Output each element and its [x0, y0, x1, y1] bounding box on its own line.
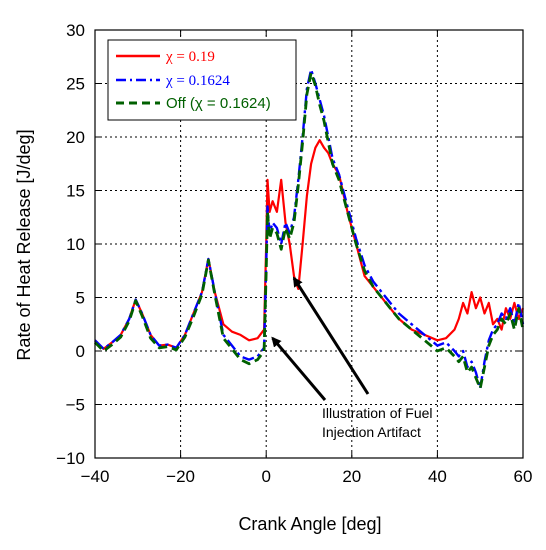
x-tick-label: 20 [342, 467, 361, 486]
y-tick-label: 20 [66, 128, 85, 147]
y-tick-label: 25 [66, 75, 85, 94]
y-tick-label: 15 [66, 182, 85, 201]
y-tick-label: −5 [66, 396, 85, 415]
legend-label-chi-019: χ = 0.19 [165, 49, 215, 65]
y-tick-label: 10 [66, 235, 85, 254]
annotation-line-1: Illustration of Fuel [322, 405, 433, 421]
x-tick-label: −40 [81, 467, 110, 486]
annotation: Illustration of Fuel Injection Artifact [271, 276, 433, 440]
x-axis-title: Crank Angle [deg] [238, 514, 381, 534]
y-tick-label: 30 [66, 21, 85, 40]
legend-label-chi-01624: χ = 0.1624 [165, 73, 230, 89]
y-tick-label: −10 [56, 449, 85, 468]
annotation-line-2: Injection Artifact [322, 424, 421, 440]
series-layer [94, 68, 525, 390]
x-tick-label: 60 [514, 467, 533, 486]
y-tick-label: 5 [76, 289, 85, 308]
annotation-arrow-2 [292, 276, 370, 395]
series-line-1 [94, 139, 525, 350]
legend: χ = 0.19 χ = 0.1624 Off (χ = 0.1624) [107, 39, 297, 121]
ticks [94, 29, 524, 459]
tick-labels: −40 −20 0 20 40 60 −10 −5 0 5 10 15 20 25 30 [56, 21, 532, 486]
x-tick-label: 0 [261, 467, 270, 486]
legend-label-off: Off (χ = 0.1624) [166, 95, 271, 112]
y-axis-title: Rate of Heat Release [J/deg] [14, 129, 34, 360]
x-tick-label: −20 [166, 467, 195, 486]
annotation-arrow-1 [271, 336, 327, 401]
x-tick-label: 40 [428, 467, 447, 486]
y-tick-label: 0 [76, 342, 85, 361]
annotation-arrows [271, 276, 370, 401]
grid [95, 30, 523, 458]
